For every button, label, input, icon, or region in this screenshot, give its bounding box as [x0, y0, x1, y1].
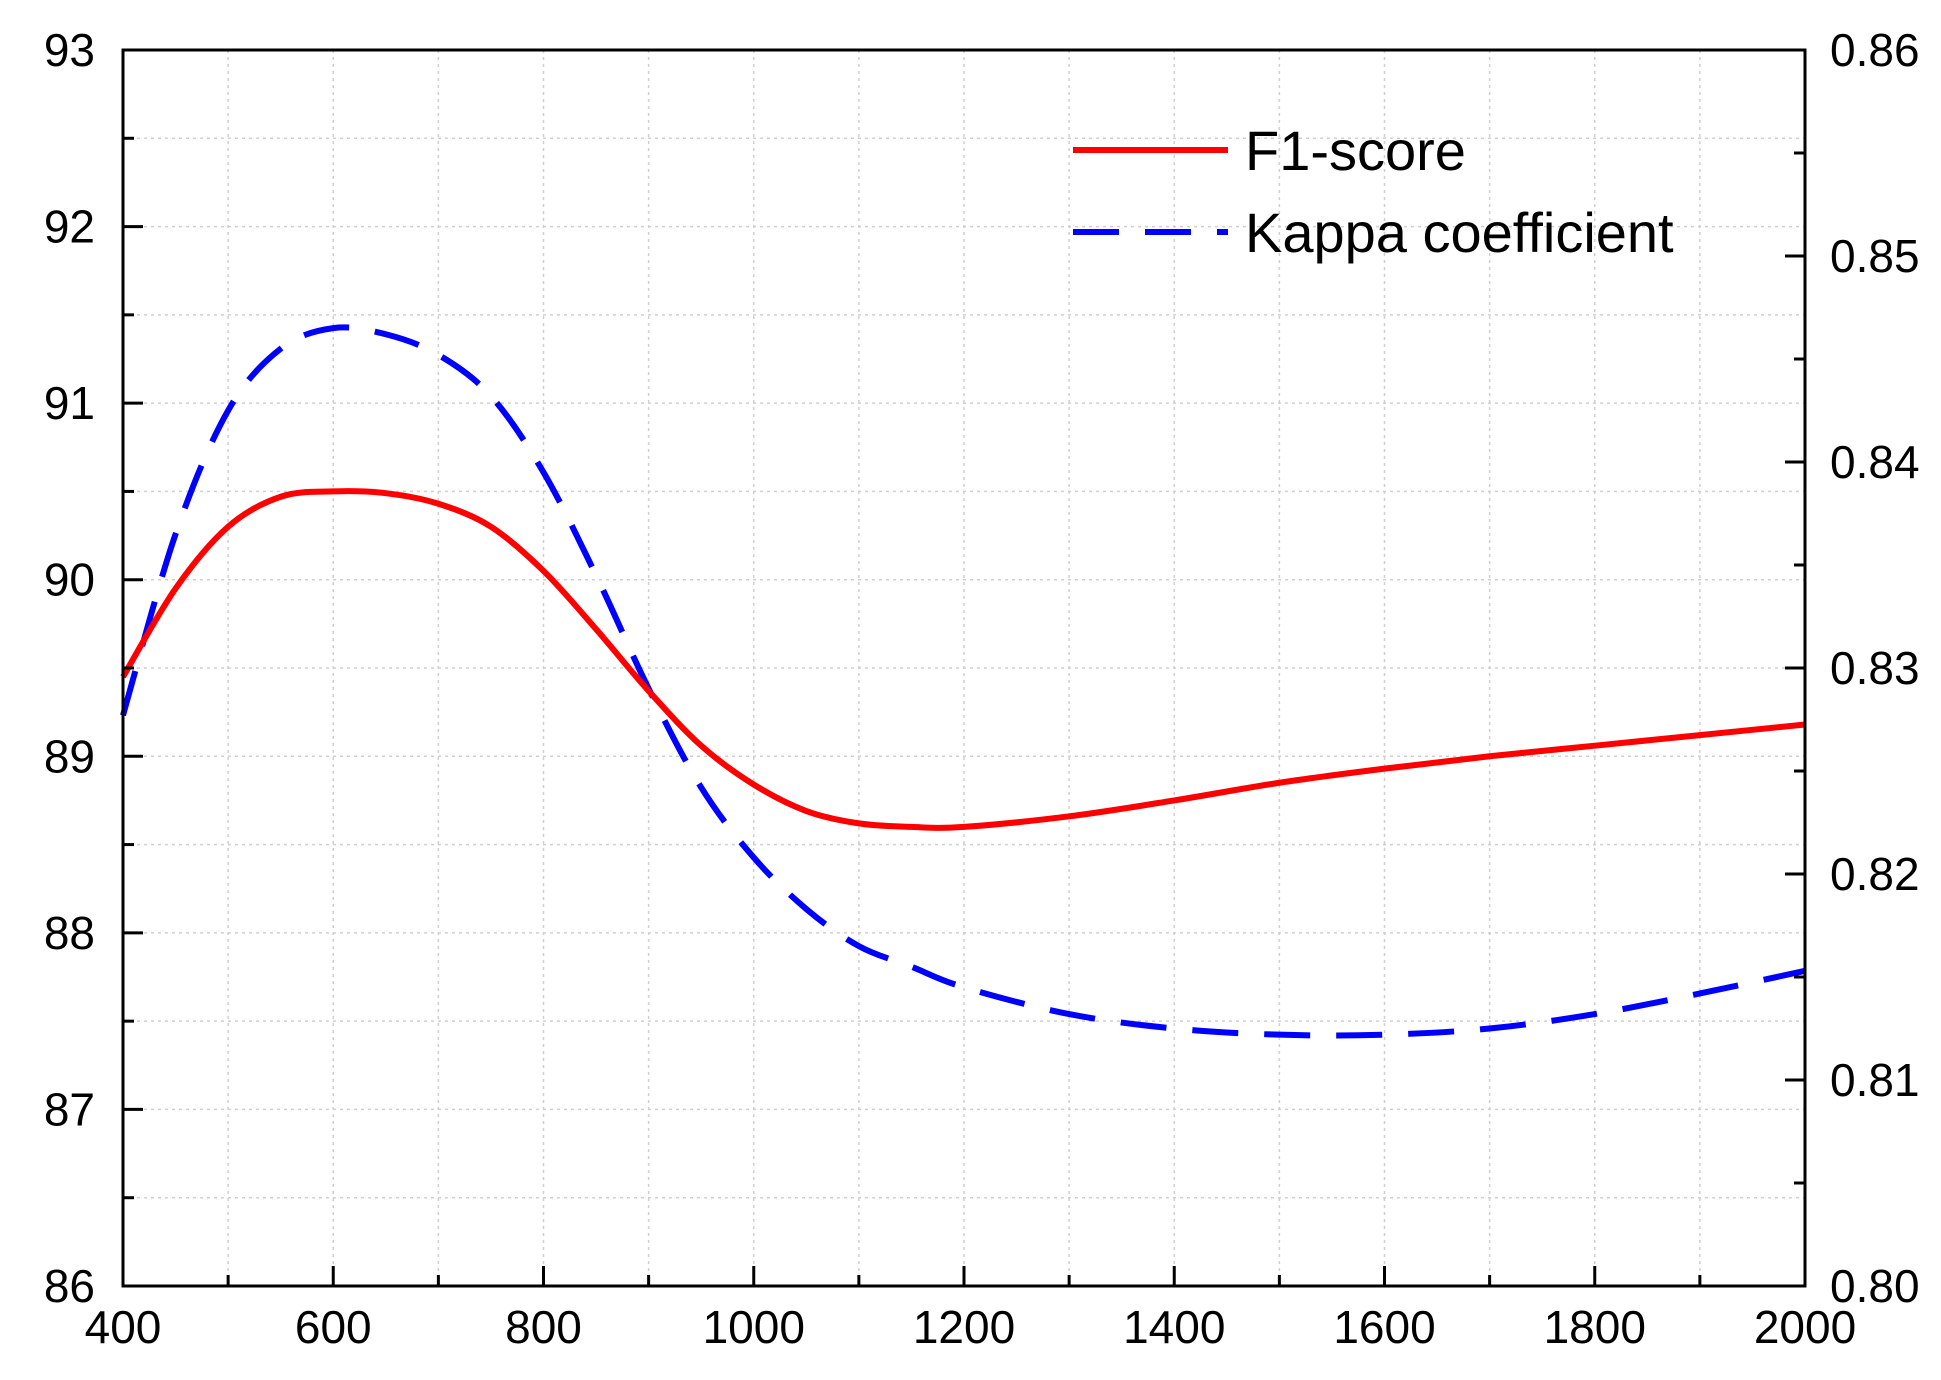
- series-layer: [120, 324, 1806, 1039]
- y2-tick-label: 0.83: [1830, 642, 1920, 694]
- grid-lines: [123, 50, 1805, 1286]
- x-tick-label: 1000: [703, 1301, 805, 1353]
- tick-marks: [121, 48, 1807, 1288]
- y-tick-label: 87: [44, 1083, 95, 1135]
- y-tick-label: 92: [44, 201, 95, 253]
- x-tick-label: 1800: [1544, 1301, 1646, 1353]
- x-tick-label: 1200: [913, 1301, 1015, 1353]
- x-tick-label: 1400: [1123, 1301, 1225, 1353]
- y2-tick-label: 0.85: [1830, 230, 1920, 282]
- x-tick-label: 600: [295, 1301, 372, 1353]
- y-tick-label: 90: [44, 554, 95, 606]
- series-line-kappa-coefficient: [120, 324, 1806, 1039]
- x-tick-label: 2000: [1754, 1301, 1856, 1353]
- y2-tick-label: 0.84: [1830, 436, 1920, 488]
- x-tick-label: 1600: [1333, 1301, 1435, 1353]
- y2-tick-label: 0.82: [1830, 848, 1920, 900]
- tick-labels: 400 600 800 1000 1200 1400 1600 1800 2000 86 87 88 8…: [44, 24, 1920, 1353]
- legend-label-f1-score: F1-score: [1245, 119, 1466, 182]
- y2-tick-label: 0.80: [1830, 1260, 1920, 1312]
- y-tick-label: 93: [44, 24, 95, 76]
- legend: F1-score Kappa coefficient: [1073, 119, 1674, 264]
- series-line-f1-score: [120, 488, 1806, 831]
- y-tick-label: 88: [44, 907, 95, 959]
- y2-tick-label: 0.86: [1830, 24, 1920, 76]
- y-tick-label: 86: [44, 1260, 95, 1312]
- x-tick-label: 400: [85, 1301, 162, 1353]
- x-tick-label: 800: [505, 1301, 582, 1353]
- legend-label-kappa-coefficient: Kappa coefficient: [1245, 201, 1674, 264]
- y-tick-label: 91: [44, 377, 95, 429]
- y-tick-label: 89: [44, 730, 95, 782]
- y2-tick-label: 0.81: [1830, 1054, 1920, 1106]
